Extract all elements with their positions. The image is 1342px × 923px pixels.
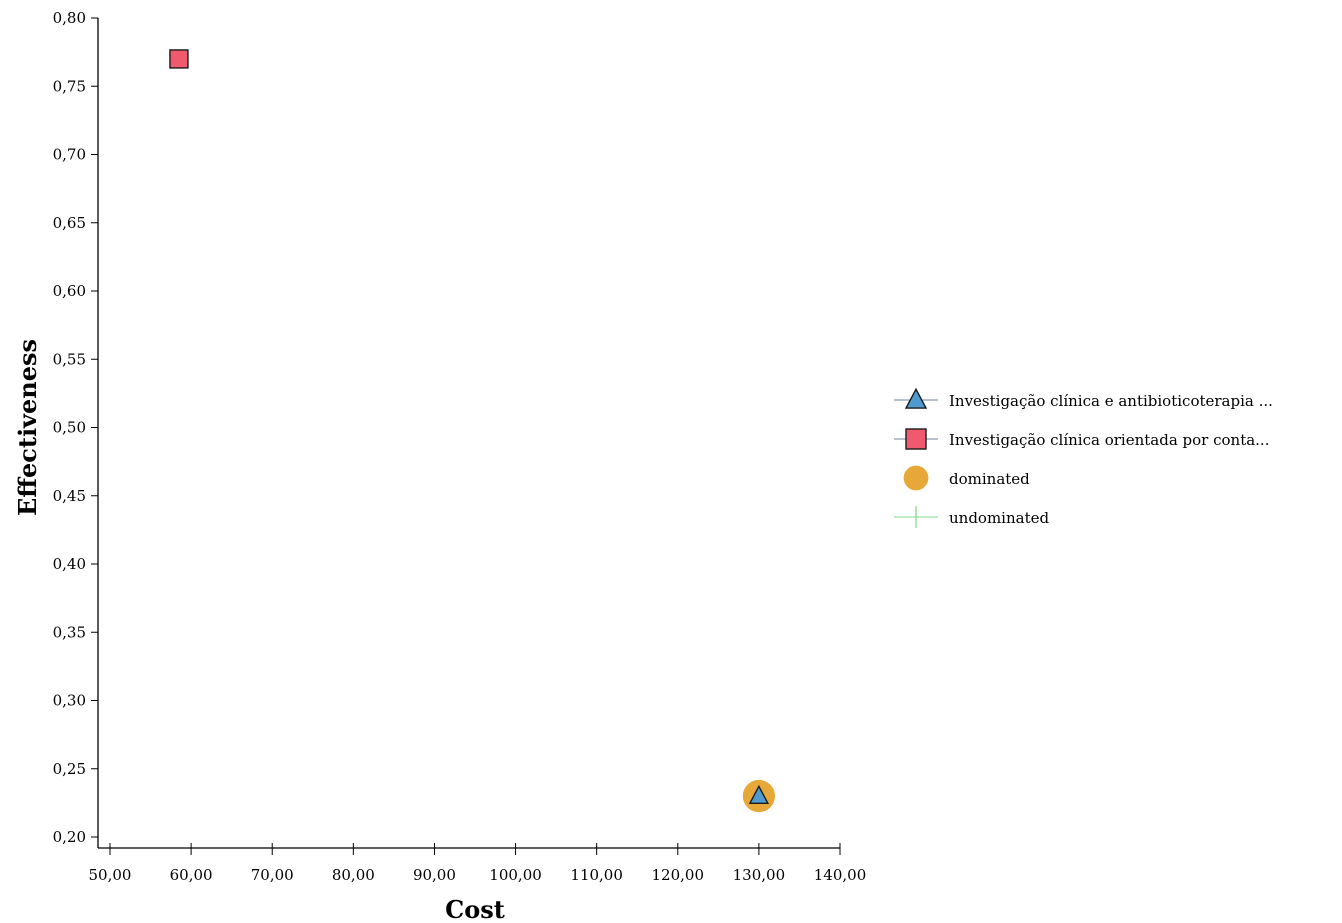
x-tick-label: 70,00	[251, 866, 294, 884]
y-tick-label: 0,55	[53, 350, 86, 368]
x-tick-label: 60,00	[170, 866, 213, 884]
x-tick-label: 90,00	[413, 866, 456, 884]
legend-item: Investigação clínica orientada por conta…	[894, 428, 1269, 450]
y-tick-label: 0,75	[53, 77, 86, 95]
legend-label: Investigação clínica orientada por conta…	[949, 431, 1269, 449]
y-tick-label: 0,60	[53, 282, 86, 300]
y-axis-ticks: 0,20 0,25 0,30 0,35 0,40 0,45 0,50 0,55 0,60 0,65…	[53, 9, 98, 846]
data-point-triangle	[748, 784, 770, 805]
y-tick-label: 0,80	[53, 9, 86, 27]
x-axis-ticks: 50,00 60,00 70,00 80,00 90,00 100,00 110,00 120…	[89, 843, 867, 884]
x-tick-label: 130,00	[733, 866, 786, 884]
x-tick-label: 140,00	[814, 866, 867, 884]
x-tick-label: 80,00	[332, 866, 375, 884]
y-tick-label: 0,65	[53, 214, 86, 232]
legend-marker	[903, 465, 929, 491]
x-tick-label: 50,00	[89, 866, 132, 884]
y-tick-label: 0,25	[53, 760, 86, 778]
legend-marker	[905, 428, 927, 450]
y-tick-label: 0,30	[53, 692, 86, 710]
legend-item: dominated	[903, 465, 1030, 491]
legend-item: undominated	[894, 506, 1049, 528]
legend-item: Investigação clínica e antibioticoterapi…	[894, 387, 1273, 410]
legend-label: undominated	[949, 509, 1049, 527]
y-tick-label: 0,70	[53, 146, 86, 164]
legend: Investigação clínica e antibioticoterapi…	[894, 387, 1273, 528]
legend-label: dominated	[949, 470, 1030, 488]
y-tick-label: 0,20	[53, 828, 86, 846]
y-tick-label: 0,35	[53, 623, 86, 641]
y-tick-label: 0,45	[53, 487, 86, 505]
x-tick-label: 110,00	[570, 866, 623, 884]
legend-label: Investigação clínica e antibioticoterapi…	[949, 392, 1273, 410]
y-tick-label: 0,40	[53, 555, 86, 573]
x-tick-label: 120,00	[652, 866, 705, 884]
data-point-square	[169, 49, 189, 69]
y-tick-label: 0,50	[53, 419, 86, 437]
chart-axes	[97, 18, 840, 849]
data-points	[169, 49, 776, 813]
y-axis-title: Effectiveness	[13, 339, 42, 516]
legend-marker	[904, 387, 928, 409]
x-axis-title: Cost	[445, 895, 505, 923]
x-tick-label: 100,00	[489, 866, 542, 884]
